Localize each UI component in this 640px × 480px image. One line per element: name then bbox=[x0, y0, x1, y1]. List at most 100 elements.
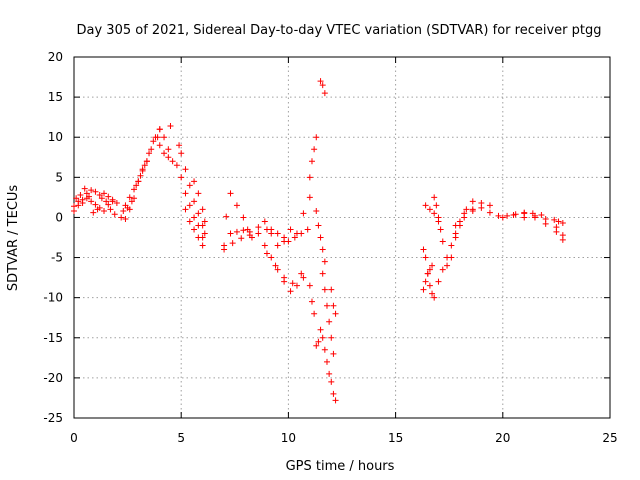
data-point bbox=[452, 234, 459, 241]
data-point bbox=[268, 254, 275, 261]
data-point bbox=[313, 134, 320, 141]
data-series-arc-l bbox=[435, 198, 476, 285]
data-series-arc-k3 bbox=[422, 202, 442, 225]
data-point bbox=[199, 242, 206, 249]
data-point bbox=[240, 227, 247, 234]
data-point bbox=[229, 240, 236, 247]
data-point bbox=[199, 206, 206, 213]
data-point bbox=[317, 78, 324, 85]
data-point bbox=[126, 194, 133, 201]
data-point bbox=[246, 232, 253, 239]
data-point bbox=[437, 226, 444, 233]
tick-labels: 0 5 10 15 20 25 -25 -20 -15 -10 -5 0 5 10 15 20 bbox=[43, 50, 617, 445]
data-point bbox=[431, 210, 438, 217]
data-series-arc-j bbox=[308, 298, 322, 349]
data-point bbox=[304, 226, 311, 233]
y-tick-label: 10 bbox=[48, 130, 63, 144]
data-point bbox=[79, 200, 86, 207]
data-point bbox=[186, 218, 193, 225]
data-point bbox=[321, 286, 328, 293]
data-point bbox=[195, 210, 202, 217]
data-series-arc-l3 bbox=[452, 200, 493, 229]
data-point bbox=[75, 198, 82, 205]
data-point bbox=[238, 235, 245, 242]
data-point bbox=[195, 222, 202, 229]
data-point bbox=[306, 194, 313, 201]
data-point bbox=[221, 246, 228, 253]
data-point bbox=[311, 146, 318, 153]
x-tick-label: 20 bbox=[495, 431, 510, 445]
data-point bbox=[156, 142, 163, 149]
data-point bbox=[323, 302, 330, 309]
y-tick-label: 0 bbox=[55, 210, 63, 224]
data-point bbox=[233, 228, 240, 235]
y-axis-title: SDTVAR / TECUs bbox=[6, 185, 21, 292]
data-point bbox=[461, 214, 468, 221]
data-point bbox=[109, 196, 116, 203]
data-point bbox=[133, 182, 140, 189]
y-tick-label: 15 bbox=[48, 90, 63, 104]
data-point bbox=[272, 262, 279, 269]
x-tick-label: 25 bbox=[602, 431, 617, 445]
data-point bbox=[131, 186, 138, 193]
data-point bbox=[478, 204, 485, 211]
data-point bbox=[101, 208, 108, 215]
data-series-arc-a1 bbox=[71, 187, 120, 215]
data-point bbox=[559, 220, 566, 227]
data-point bbox=[191, 198, 198, 205]
data-point bbox=[94, 206, 101, 213]
data-point bbox=[315, 338, 322, 345]
data-point bbox=[81, 185, 88, 192]
data-point bbox=[429, 290, 436, 297]
y-tick-label: -10 bbox=[43, 291, 63, 305]
data-point bbox=[308, 158, 315, 165]
data-point bbox=[435, 278, 442, 285]
data-point bbox=[499, 214, 506, 221]
data-point bbox=[86, 193, 93, 200]
data-point bbox=[113, 200, 120, 207]
data-point bbox=[105, 193, 112, 200]
data-series-arc-c bbox=[154, 134, 180, 169]
data-markers bbox=[71, 78, 566, 404]
data-point bbox=[178, 150, 185, 157]
data-point bbox=[426, 206, 433, 213]
data-series-arc-e bbox=[227, 190, 255, 241]
data-point bbox=[420, 246, 427, 253]
data-point bbox=[293, 282, 300, 289]
data-point bbox=[191, 178, 198, 185]
data-point bbox=[326, 370, 333, 377]
data-point bbox=[420, 286, 427, 293]
data-point bbox=[156, 126, 163, 133]
y-tick-label: -5 bbox=[51, 251, 63, 265]
data-point bbox=[169, 158, 176, 165]
data-point bbox=[146, 150, 153, 157]
data-point bbox=[317, 234, 324, 241]
data-point bbox=[321, 346, 328, 353]
data-series-arc-c-pt bbox=[167, 122, 174, 129]
data-point bbox=[319, 334, 326, 341]
data-point bbox=[323, 358, 330, 365]
plot-frame bbox=[73, 56, 611, 419]
data-point bbox=[274, 266, 281, 273]
data-series-arc-m bbox=[469, 204, 545, 219]
y-tick-label: -20 bbox=[43, 371, 63, 385]
data-point bbox=[326, 318, 333, 325]
data-point bbox=[131, 195, 138, 202]
data-point bbox=[274, 230, 281, 237]
data-point bbox=[486, 202, 493, 209]
data-point bbox=[223, 213, 230, 220]
data-point bbox=[328, 378, 335, 385]
data-point bbox=[328, 286, 335, 293]
gridlines bbox=[74, 57, 610, 418]
data-point bbox=[321, 258, 328, 265]
data-series-arc-m3 bbox=[521, 212, 566, 239]
data-point bbox=[195, 190, 202, 197]
data-point bbox=[300, 274, 307, 281]
data-point bbox=[201, 218, 208, 225]
data-point bbox=[268, 230, 275, 237]
data-point bbox=[330, 350, 337, 357]
data-point bbox=[111, 211, 118, 218]
data-point bbox=[98, 195, 105, 202]
data-point bbox=[424, 270, 431, 277]
data-series-arc-a3 bbox=[73, 185, 118, 218]
